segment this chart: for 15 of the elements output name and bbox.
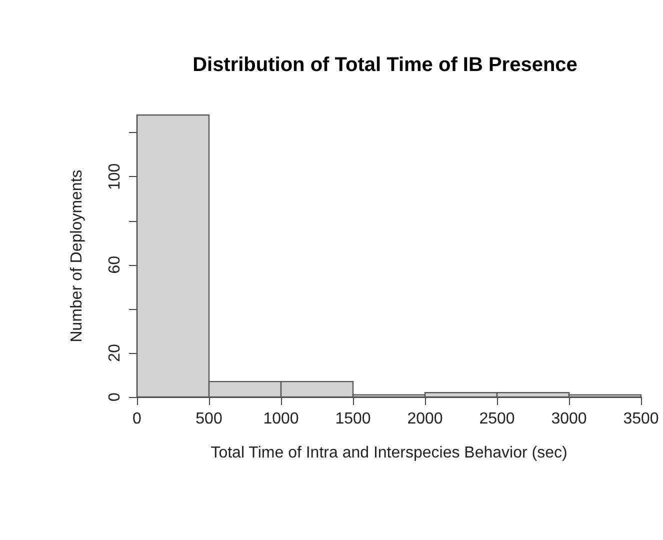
chart-title: Distribution of Total Time of IB Presence bbox=[192, 54, 578, 76]
x-tick-label: 1500 bbox=[335, 410, 371, 428]
x-tick-label: 3500 bbox=[623, 410, 659, 428]
y-tick-label: 0 bbox=[106, 392, 124, 402]
x-tick-label: 2500 bbox=[479, 410, 515, 428]
x-tick-label: 3000 bbox=[551, 410, 587, 428]
x-tick-label: 500 bbox=[196, 410, 222, 428]
x-tick-label: 2000 bbox=[407, 410, 443, 428]
x-axis-title: Total Time of Intra and Interspecies Behavior (sec) bbox=[210, 444, 568, 462]
y-tick-label: 20 bbox=[106, 344, 124, 362]
y-axis-title: Number of Deployments bbox=[68, 170, 86, 342]
y-tick-label: 100 bbox=[106, 163, 124, 190]
x-tick-label: 1000 bbox=[263, 410, 299, 428]
y-tick-label: 60 bbox=[106, 256, 124, 274]
x-tick-label: 0 bbox=[132, 410, 142, 428]
